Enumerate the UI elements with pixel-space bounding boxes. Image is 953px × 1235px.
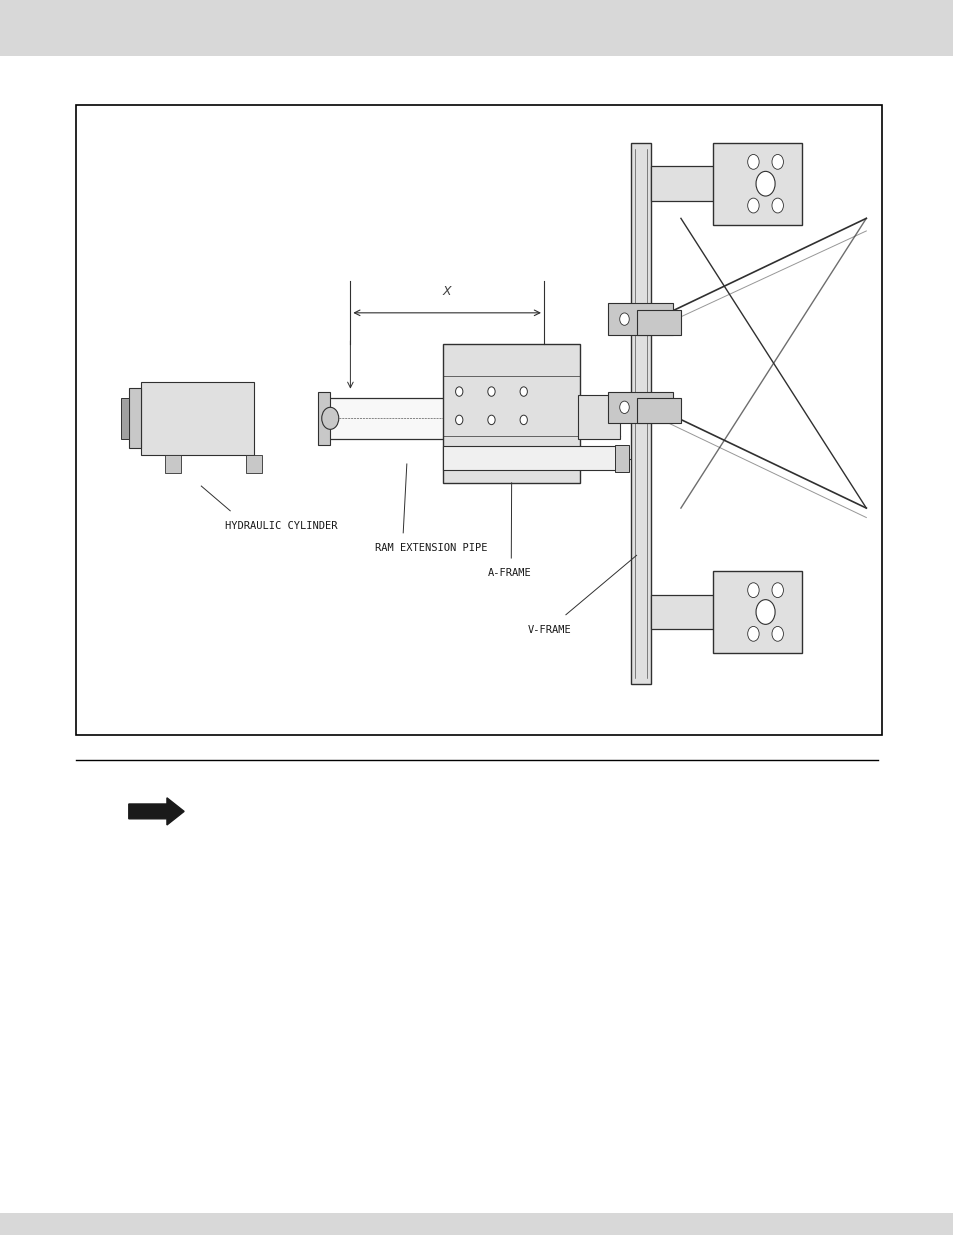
Circle shape — [519, 415, 527, 425]
Bar — [636, 310, 680, 335]
Bar — [442, 345, 579, 483]
Circle shape — [747, 626, 759, 641]
Bar — [330, 398, 576, 438]
Text: X: X — [442, 285, 451, 298]
Circle shape — [747, 198, 759, 212]
Circle shape — [456, 415, 462, 425]
Bar — [318, 391, 330, 445]
Circle shape — [619, 312, 629, 325]
Bar — [245, 454, 261, 473]
Circle shape — [747, 583, 759, 598]
Circle shape — [771, 626, 782, 641]
Bar — [713, 571, 801, 653]
Circle shape — [771, 198, 782, 212]
Circle shape — [747, 154, 759, 169]
Circle shape — [651, 401, 660, 414]
Bar — [614, 445, 628, 472]
Bar — [650, 595, 769, 630]
Text: V-FRAME: V-FRAME — [527, 625, 571, 635]
FancyArrow shape — [129, 798, 184, 825]
Circle shape — [456, 387, 462, 396]
Circle shape — [487, 387, 495, 396]
Circle shape — [771, 583, 782, 598]
Circle shape — [755, 600, 774, 625]
Bar — [578, 395, 619, 438]
Bar — [442, 446, 619, 471]
Circle shape — [651, 312, 660, 325]
Circle shape — [519, 387, 527, 396]
Circle shape — [487, 415, 495, 425]
Bar — [630, 143, 650, 684]
Circle shape — [771, 154, 782, 169]
Bar — [650, 167, 769, 201]
Bar — [165, 454, 181, 473]
Circle shape — [755, 172, 774, 196]
Text: A-FRAME: A-FRAME — [487, 568, 531, 578]
Bar — [141, 382, 253, 454]
Bar — [608, 304, 672, 335]
Bar — [0, 0, 953, 56]
Circle shape — [321, 408, 338, 430]
Bar — [120, 398, 129, 438]
Bar — [129, 388, 141, 448]
Text: RAM EXTENSION PIPE: RAM EXTENSION PIPE — [375, 542, 487, 553]
Bar — [713, 143, 801, 225]
Text: HYDRAULIC CYLINDER: HYDRAULIC CYLINDER — [225, 521, 337, 531]
Bar — [0, 1213, 953, 1235]
Bar — [608, 391, 672, 424]
Circle shape — [619, 401, 629, 414]
Bar — [636, 398, 680, 424]
Bar — [76, 105, 882, 735]
Bar — [614, 401, 628, 420]
